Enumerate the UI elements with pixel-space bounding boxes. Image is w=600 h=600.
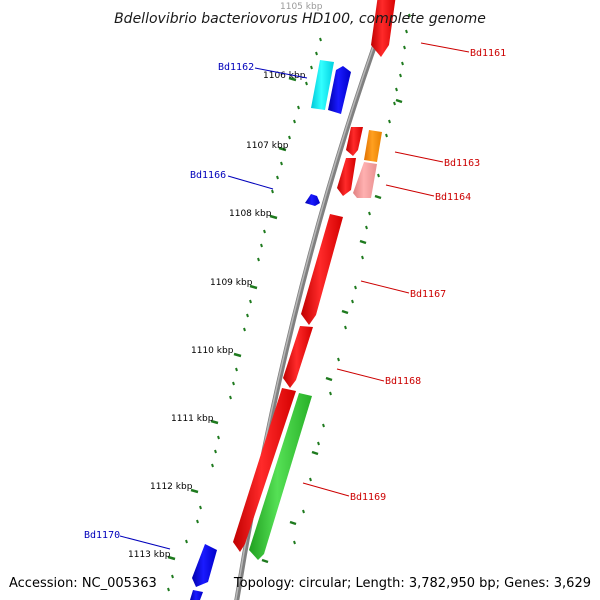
gene-bd1166[interactable] — [305, 194, 320, 206]
label-leaders — [119, 42, 470, 550]
gene-bd1167[interactable] — [301, 214, 343, 325]
kbp-label: 1110 kbp — [191, 346, 234, 356]
gene-bd1163[interactable] — [346, 127, 363, 156]
outer-major-ticks — [261, 98, 403, 564]
gene-label-bd1166[interactable]: Bd1166 — [190, 170, 226, 181]
gene-bd1169[interactable] — [249, 393, 312, 560]
inner-major-ticks — [167, 76, 297, 561]
kbp-label: 1111 kbp — [171, 414, 214, 424]
outer-tick-track — [293, 13, 411, 545]
topology-text: Topology: circular; Length: 3,782,950 bp… — [233, 576, 591, 591]
gene-bd1164-orange[interactable] — [364, 130, 382, 162]
gene-label-bd1161[interactable]: Bd1161 — [470, 48, 506, 59]
kbp-label: 1106 kbp — [263, 71, 306, 81]
gene-bd1163-partner[interactable] — [337, 158, 356, 196]
accession-text: Accession: NC_005363 — [9, 576, 157, 591]
gene-label-bd1167[interactable]: Bd1167 — [410, 289, 446, 300]
kbp-labels: 1105 kbp 1106 kbp 1107 kbp 1108 kbp 1109… — [128, 2, 323, 560]
kbp-label: 1112 kbp — [150, 482, 193, 492]
gene-label-bd1164[interactable]: Bd1164 — [435, 192, 471, 203]
kbp-label: 1109 kbp — [210, 278, 253, 288]
gene-labels: Bd1161 Bd1162 Bd1163 Bd1164 Bd1166 Bd116… — [84, 48, 506, 541]
gene-bd1168[interactable] — [283, 326, 313, 388]
gene-label-bd1168[interactable]: Bd1168 — [385, 376, 421, 387]
gene-bd1169-red[interactable] — [233, 388, 296, 552]
gene-bd1162-partner[interactable] — [328, 66, 351, 114]
gene-label-bd1169[interactable]: Bd1169 — [350, 492, 386, 503]
inner-tick-track — [167, 37, 322, 592]
gene-bd1170[interactable] — [192, 544, 217, 587]
gene-bd1161[interactable] — [371, 0, 396, 57]
map-title: Bdellovibrio bacteriovorus HD100, comple… — [114, 11, 486, 27]
kbp-label: 1107 kbp — [246, 141, 289, 151]
kbp-label: 1113 kbp — [128, 550, 171, 560]
gene-bd1164[interactable] — [353, 162, 377, 198]
gene-bd1170-partner[interactable] — [190, 590, 203, 600]
kbp-label: 1108 kbp — [229, 209, 272, 219]
gene-label-bd1170[interactable]: Bd1170 — [84, 530, 120, 541]
kbp-label: 1105 kbp — [280, 2, 323, 12]
gene-label-bd1162[interactable]: Bd1162 — [218, 62, 254, 73]
gene-bd1162[interactable] — [311, 60, 334, 110]
gene-label-bd1163[interactable]: Bd1163 — [444, 158, 480, 169]
